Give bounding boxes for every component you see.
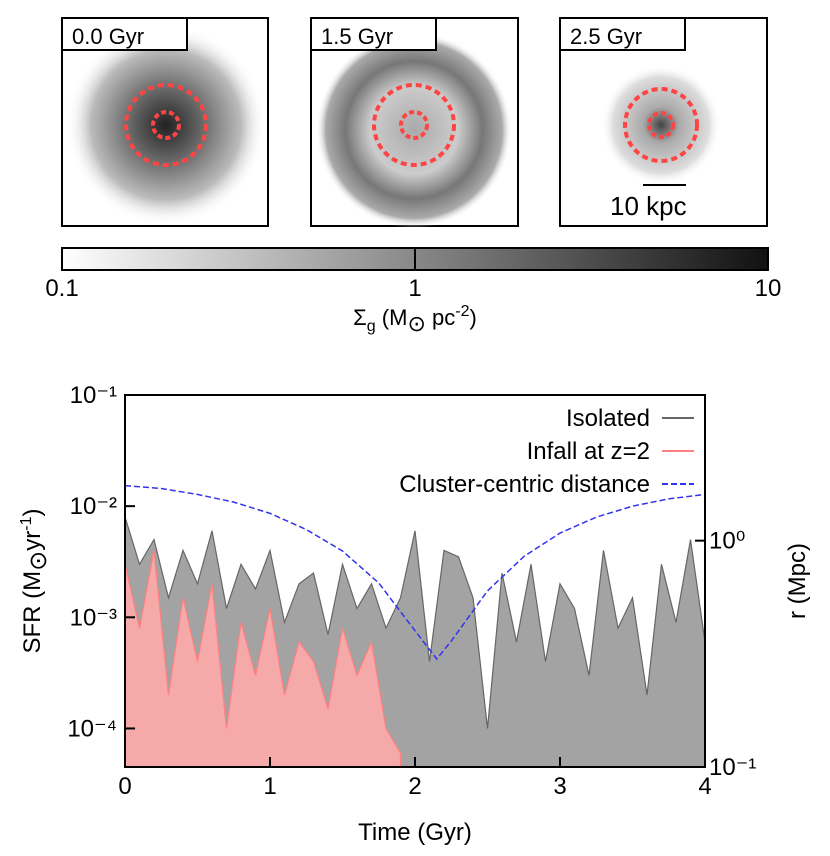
y-tick-label: 10⁻⁴ xyxy=(67,715,117,742)
label-part: -1 xyxy=(18,516,35,530)
y2-axis-label: r (Mpc) xyxy=(784,543,811,619)
colorbar-tick-label: 10 xyxy=(755,275,782,302)
label-part: -2 xyxy=(455,303,469,320)
x-tick-label: 0 xyxy=(118,773,131,800)
x-axis-label: Time (Gyr) xyxy=(358,819,472,846)
y-axis-label: SFR (M⊙yr-1) xyxy=(18,509,52,654)
gas-map xyxy=(66,25,266,225)
scale-bar-label: 10 kpc xyxy=(610,191,687,221)
colorbar-tick-label: 1 xyxy=(408,275,421,302)
panel-label: 2.5 Gyr xyxy=(570,24,642,49)
x-tick-label: 4 xyxy=(698,773,711,800)
y-tick-label: 10⁻¹ xyxy=(70,382,117,409)
panel: 1.5 Gyr xyxy=(310,17,519,228)
line xyxy=(124,484,706,661)
label-box xyxy=(61,17,188,51)
y-tick-label: 10⁻³ xyxy=(70,604,117,631)
gas-map xyxy=(316,32,512,228)
label-part: ) xyxy=(469,305,476,330)
panel: 2.5 Gyr 10 kpc xyxy=(559,17,768,227)
x-tick-label: 1 xyxy=(263,773,276,800)
gas-map xyxy=(601,65,721,185)
ring xyxy=(151,110,181,140)
label-part: ) xyxy=(19,509,46,517)
label-part: ⊙ xyxy=(25,551,52,571)
legend-label: Infall at z=2 xyxy=(527,438,650,465)
ring xyxy=(647,111,675,139)
ring xyxy=(372,83,456,167)
panel: 0.0 Gyr xyxy=(61,17,269,227)
ring xyxy=(124,83,208,167)
x-tick-label: 3 xyxy=(553,773,566,800)
panel-label: 1.5 Gyr xyxy=(321,24,393,49)
area xyxy=(124,550,402,768)
x-tick-label: 2 xyxy=(408,773,421,800)
y2-tick-label: 10⁻¹ xyxy=(709,754,756,781)
label-part: g xyxy=(367,318,376,335)
label-box xyxy=(559,17,686,51)
label-part: (M xyxy=(376,305,408,330)
label-part: yr xyxy=(19,531,46,551)
colorbar-tick-label: 0.1 xyxy=(45,275,78,302)
panel-label: 0.0 Gyr xyxy=(72,24,144,49)
label-part: Σ xyxy=(353,305,367,330)
legend-label: Isolated xyxy=(566,405,650,432)
ring xyxy=(623,87,699,163)
label-part: ⊙ xyxy=(407,311,425,336)
colorbar-label: Σg (M⊙ pc-2) xyxy=(353,303,477,336)
ring xyxy=(399,110,429,140)
chart: 0 1 2 3 4 10⁻⁴ 10⁻³ 10⁻² 10⁻¹ 10⁻¹ 10⁰ Isolated Infa… xyxy=(67,382,756,800)
y2-tick-label: 10⁰ xyxy=(709,528,745,555)
label-box xyxy=(310,17,437,51)
y-tick-label: 10⁻² xyxy=(70,493,117,520)
legend-label: Cluster-centric distance xyxy=(399,471,650,498)
label-part: SFR (M xyxy=(19,571,46,654)
label-part: pc xyxy=(426,305,455,330)
